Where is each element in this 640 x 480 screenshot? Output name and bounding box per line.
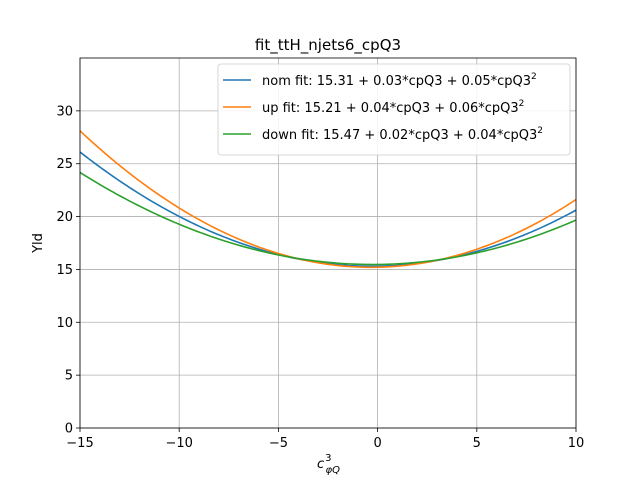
y-tick-label: 25 — [56, 157, 73, 172]
x-tick-label: 0 — [373, 436, 381, 451]
x-tick-label: 5 — [473, 436, 481, 451]
plot-frame — [79, 57, 577, 429]
x-axis-title-sub: φQ — [326, 465, 341, 476]
legend: nom fit: 15.31 + 0.03*cpQ3 + 0.05*cpQ32 u… — [217, 63, 571, 156]
y-tick-label: 10 — [56, 316, 73, 331]
x-tick-label: 10 — [568, 436, 585, 451]
series-layer — [79, 130, 577, 269]
x-axis-title: c3 φQ — [317, 453, 340, 476]
y-tick-label: 5 — [65, 369, 73, 384]
x-tick-label: −5 — [269, 436, 288, 451]
x-tick-label: −10 — [165, 436, 192, 451]
legend-entries: nom fit: 15.31 + 0.03*cpQ3 + 0.05*cpQ32 u… — [223, 72, 543, 143]
series-line-2 — [79, 171, 577, 266]
series-line-1 — [79, 130, 577, 269]
x-axis-title-sup: 3 — [325, 453, 331, 464]
x-axis-ticks: −15 −10 −5 0 5 10 — [66, 428, 584, 451]
y-tick-label: 20 — [56, 210, 73, 225]
y-axis-title: Yld — [31, 233, 46, 254]
y-tick-label: 30 — [56, 104, 73, 119]
legend-box — [217, 63, 571, 156]
x-axis-title-base: c — [317, 457, 324, 472]
legend-label-0: nom fit: 15.31 + 0.03*cpQ3 + 0.05*cpQ32 — [262, 72, 537, 89]
x-tick-label: −15 — [66, 436, 93, 451]
legend-label-2: down fit: 15.47 + 0.02*cpQ3 + 0.04*cpQ32 — [262, 126, 543, 143]
y-tick-label: 0 — [65, 422, 73, 437]
chart-title: fit_ttH_njets6_cpQ3 — [255, 36, 401, 55]
y-tick-label: 15 — [56, 263, 73, 278]
legend-label-1: up fit: 15.21 + 0.04*cpQ3 + 0.06*cpQ32 — [262, 99, 524, 116]
y-axis-ticks: 0 5 10 15 20 25 30 — [56, 104, 80, 437]
